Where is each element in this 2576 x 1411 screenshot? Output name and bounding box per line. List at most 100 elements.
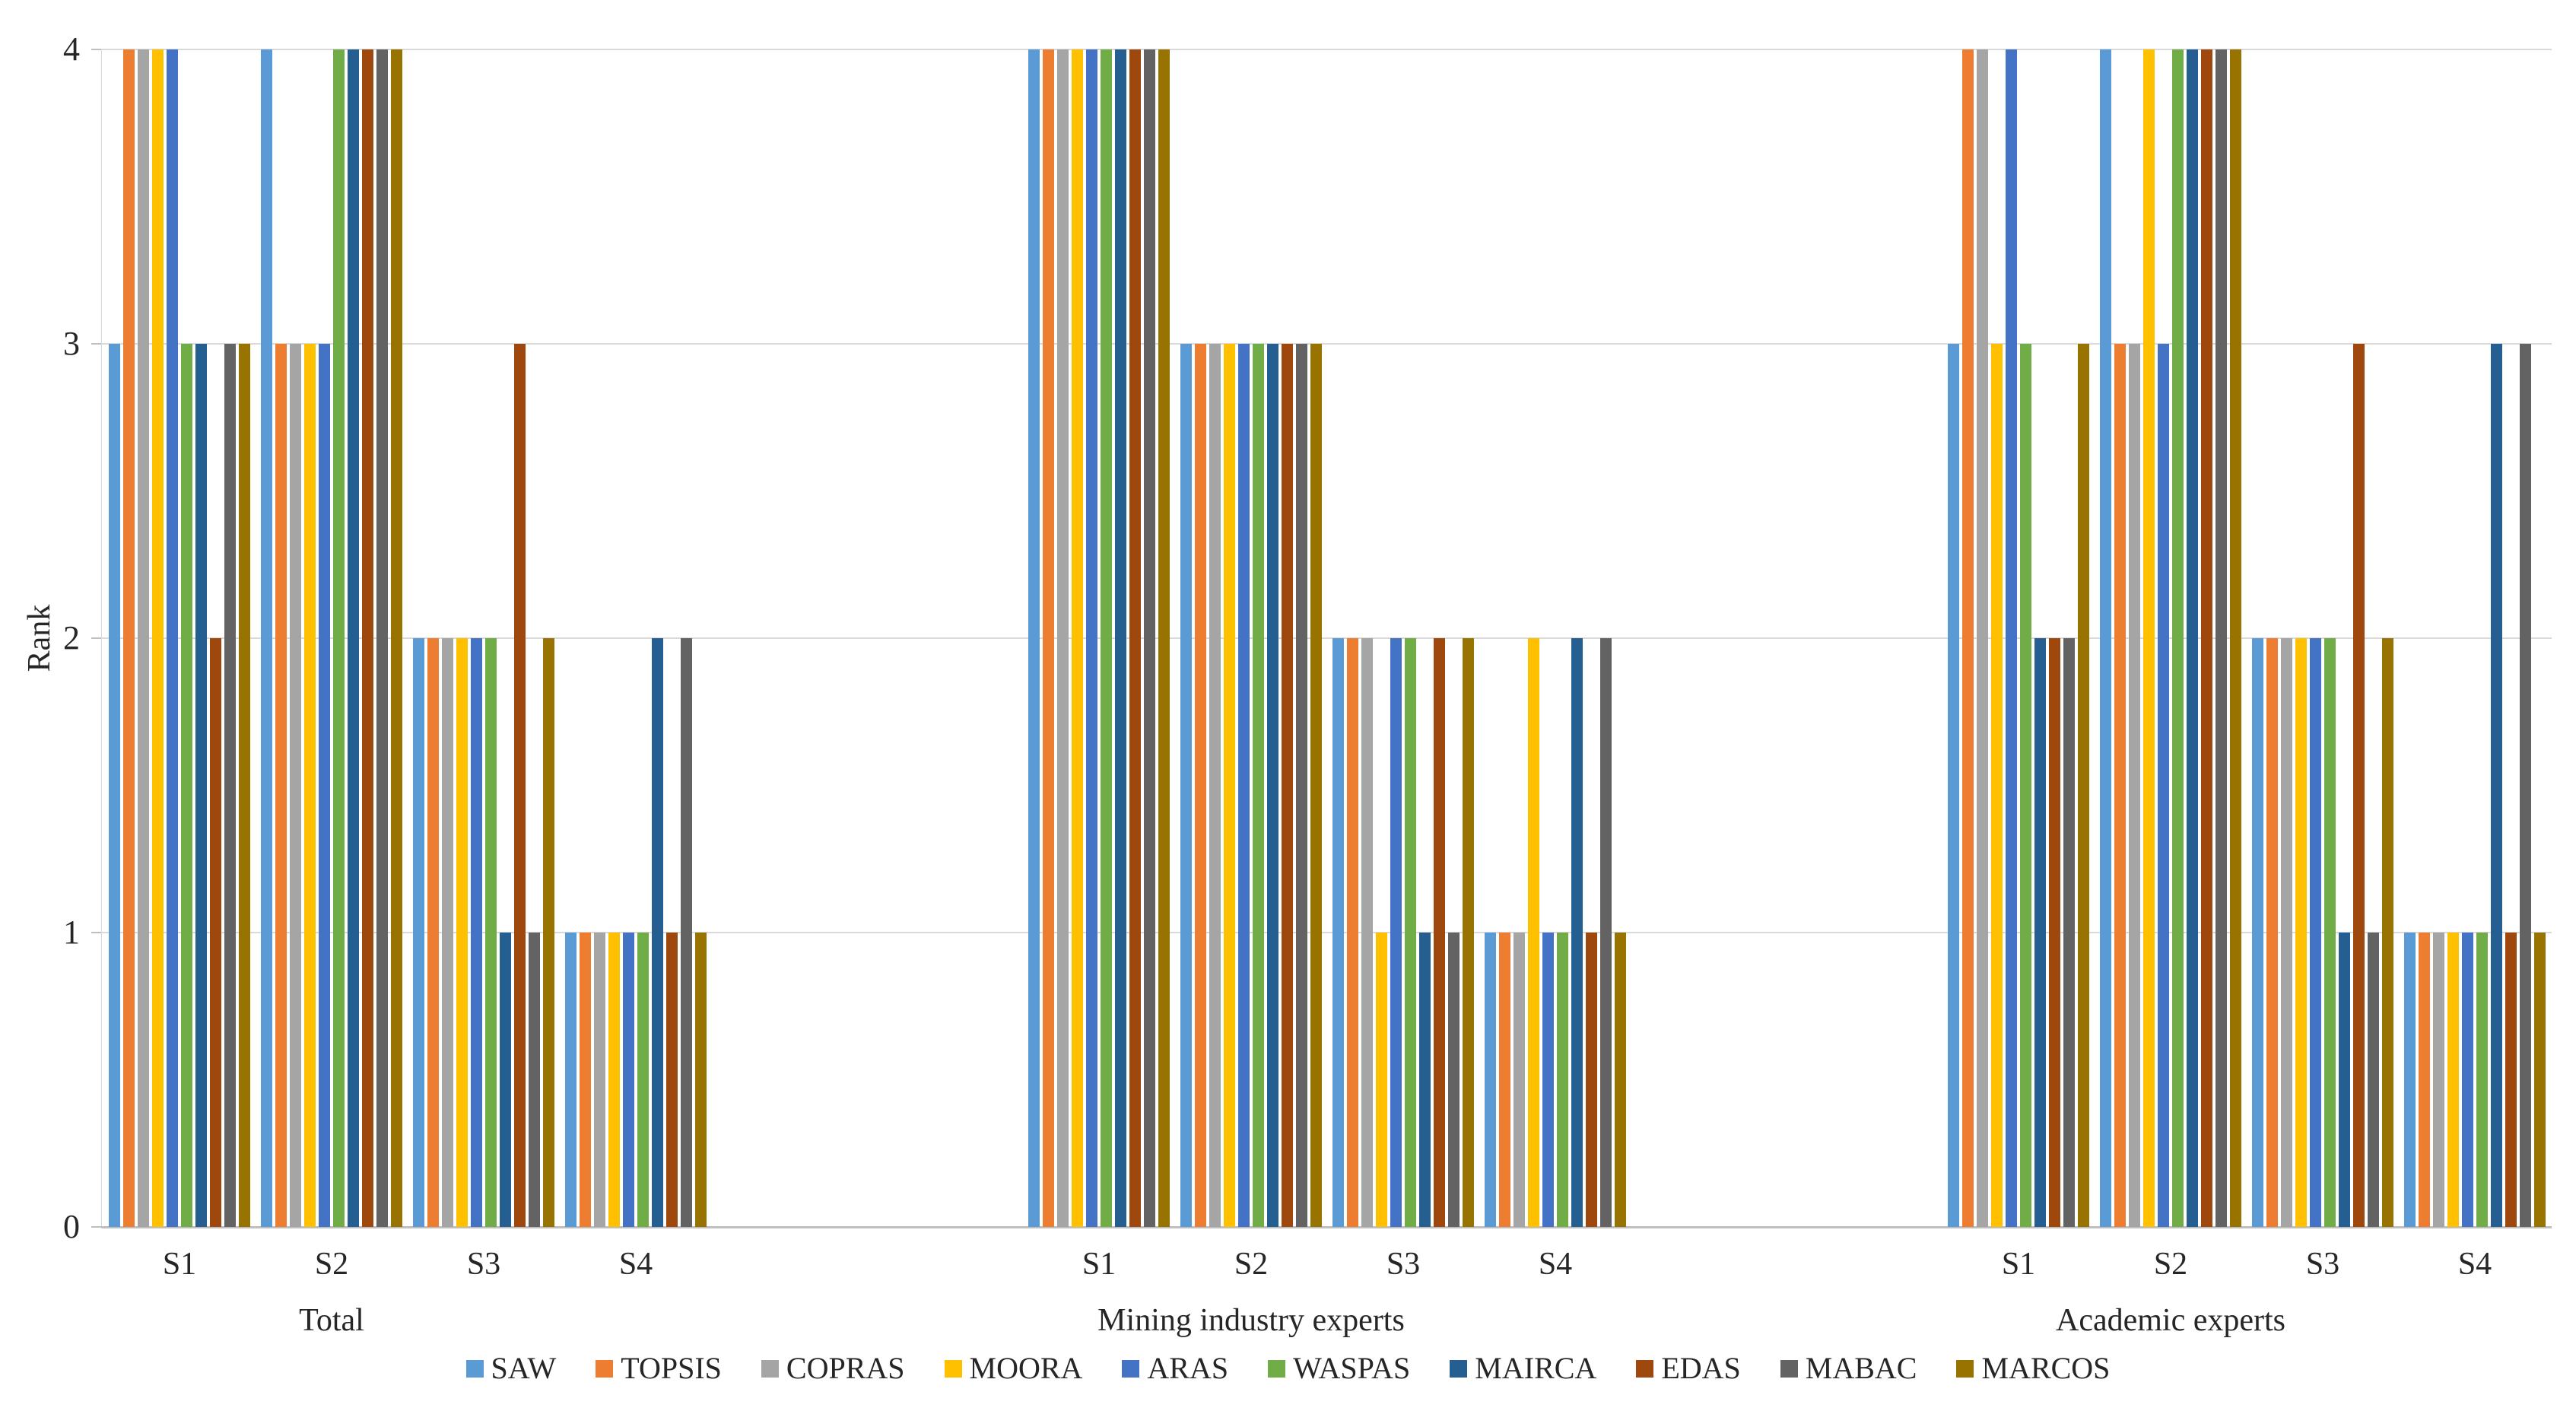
bar-copras xyxy=(594,933,605,1227)
bar-edas xyxy=(1129,49,1141,1227)
bar-marcos xyxy=(2078,344,2089,1227)
bar-marcos xyxy=(239,344,250,1227)
y-tick-mark xyxy=(91,49,101,50)
subgroup-s2 xyxy=(1180,49,1332,1227)
legend-swatch-topsis xyxy=(596,1359,614,1378)
bar-mairca xyxy=(2339,933,2350,1227)
bar-marcos xyxy=(391,49,402,1227)
bar-topsis xyxy=(1962,49,1974,1227)
bar-saw xyxy=(565,933,577,1227)
bar-copras xyxy=(2281,638,2292,1227)
bar-saw xyxy=(1332,638,1344,1227)
y-tick-mark xyxy=(91,343,101,345)
legend-swatch-moora xyxy=(944,1359,962,1378)
bar-moora xyxy=(1376,933,1387,1227)
bar-saw xyxy=(109,344,120,1227)
bar-marcos xyxy=(1615,933,1626,1227)
y-tick-mark xyxy=(91,1226,101,1228)
bar-copras xyxy=(1977,49,1988,1227)
category-label-s2: S2 xyxy=(2153,1247,2188,1282)
legend-item-mabac: MABAC xyxy=(1780,1353,1917,1384)
legend-swatch-copras xyxy=(761,1359,779,1378)
bar-mabac xyxy=(681,638,692,1227)
bar-mabac xyxy=(2368,933,2379,1227)
bar-mairca xyxy=(1419,933,1431,1227)
bar-edas xyxy=(1434,638,1445,1227)
bar-mairca xyxy=(195,344,207,1227)
bar-edas xyxy=(2201,49,2212,1227)
category-label-s2: S2 xyxy=(1234,1247,1269,1282)
bar-marcos xyxy=(2230,49,2241,1227)
subgroup-s3 xyxy=(2252,49,2404,1227)
category-label-s4: S4 xyxy=(618,1247,653,1282)
legend-label-aras: ARAS xyxy=(1147,1351,1229,1385)
bar-topsis xyxy=(1347,638,1358,1227)
legend-label-saw: SAW xyxy=(491,1351,557,1385)
bar-topsis xyxy=(123,49,135,1227)
legend-label-mairca: MAIRCA xyxy=(1475,1351,1597,1385)
plot-area xyxy=(101,49,2552,1228)
bar-group-mining-industry-experts xyxy=(1028,49,1637,1227)
bar-edas xyxy=(1282,344,1293,1227)
group-label-academic-experts: Academic experts xyxy=(2055,1303,2286,1338)
legend-item-mairca: MAIRCA xyxy=(1450,1353,1596,1384)
bar-mairca xyxy=(1571,638,1583,1227)
bar-copras xyxy=(1209,344,1221,1227)
y-tick-label-1: 1 xyxy=(63,914,80,951)
subgroup-s2 xyxy=(261,49,413,1227)
bar-marcos xyxy=(2382,638,2393,1227)
bar-mabac xyxy=(1600,638,1612,1227)
subgroup-s4 xyxy=(2404,49,2556,1227)
legend-label-edas: EDAS xyxy=(1661,1351,1741,1385)
bar-aras xyxy=(319,344,330,1227)
bar-mairca xyxy=(1115,49,1126,1227)
bar-waspas xyxy=(2020,344,2031,1227)
bar-aras xyxy=(1086,49,1097,1227)
y-tick-mark xyxy=(91,932,101,933)
bar-mabac xyxy=(1448,933,1460,1227)
category-label-s2: S2 xyxy=(314,1247,349,1282)
bar-saw xyxy=(1485,933,1496,1227)
bar-waspas xyxy=(181,344,192,1227)
bar-mabac xyxy=(529,933,540,1227)
bar-edas xyxy=(210,638,221,1227)
category-label-s3: S3 xyxy=(2305,1247,2340,1282)
bar-edas xyxy=(2353,344,2365,1227)
bar-waspas xyxy=(1557,933,1568,1227)
bar-saw xyxy=(1948,344,1959,1227)
bar-waspas xyxy=(1101,49,1112,1227)
bar-mairca xyxy=(1267,344,1278,1227)
legend-label-mabac: MABAC xyxy=(1805,1351,1917,1385)
bar-mabac xyxy=(2215,49,2227,1227)
group-label-mining-industry-experts: Mining industry experts xyxy=(1097,1303,1405,1338)
bar-saw xyxy=(2100,49,2111,1227)
bar-aras xyxy=(623,933,634,1227)
bar-topsis xyxy=(427,638,439,1227)
bar-moora xyxy=(2143,49,2155,1227)
bar-edas xyxy=(2049,638,2060,1227)
bar-copras xyxy=(2433,933,2444,1227)
bar-topsis xyxy=(275,344,287,1227)
bar-mairca xyxy=(2187,49,2198,1227)
bar-topsis xyxy=(1043,49,1054,1227)
legend-item-edas: EDAS xyxy=(1636,1351,1741,1385)
bar-mairca xyxy=(500,933,511,1227)
bar-edas xyxy=(666,933,678,1227)
gridline-rank-1 xyxy=(101,932,2552,933)
bar-moora xyxy=(304,344,316,1227)
legend-label-moora: MOORA xyxy=(969,1351,1083,1385)
legend-item-copras: COPRAS xyxy=(761,1353,905,1384)
bar-moora xyxy=(456,638,468,1227)
bar-moora xyxy=(2295,638,2307,1227)
bar-moora xyxy=(1991,344,2003,1227)
bar-waspas xyxy=(637,933,649,1227)
bar-mabac xyxy=(1144,49,1155,1227)
bar-topsis xyxy=(2419,933,2430,1227)
y-tick-label-2: 2 xyxy=(63,619,80,656)
bar-marcos xyxy=(1463,638,1474,1227)
legend-swatch-mairca xyxy=(1450,1359,1468,1378)
group-label-total: Total xyxy=(299,1303,364,1338)
bar-mairca xyxy=(2034,638,2046,1227)
bar-copras xyxy=(442,638,453,1227)
bar-topsis xyxy=(2266,638,2278,1227)
